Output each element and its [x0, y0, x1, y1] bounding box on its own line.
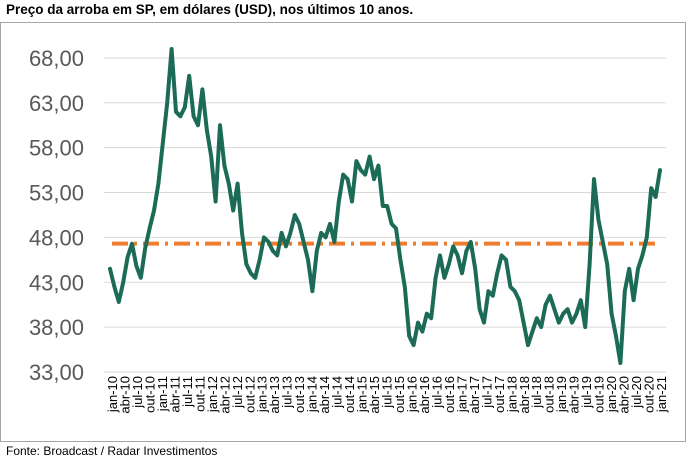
x-tick-label: jan-20: [604, 376, 619, 413]
x-tick-label: out-14: [342, 376, 357, 413]
x-tick-label: jan-15: [355, 376, 370, 413]
x-tick-label: jan-13: [255, 376, 270, 413]
x-tick-label: jul-11: [180, 376, 195, 408]
x-tick-label: abr-15: [367, 376, 382, 414]
x-tick-label: jul-12: [230, 376, 245, 409]
x-tick-label: jan-11: [155, 376, 170, 412]
x-tick-label: jan-17: [454, 376, 469, 413]
x-tick-label: out-15: [392, 376, 407, 413]
y-tick-label: 38,00: [29, 315, 84, 340]
x-tick-label: out-12: [242, 376, 257, 413]
x-tick-label: jan-12: [205, 376, 220, 413]
x-tick-label: abr-18: [517, 376, 532, 414]
x-tick-label: abr-11: [167, 376, 182, 413]
x-tick-label: abr-16: [417, 376, 432, 414]
x-tick-label: jan-16: [404, 376, 419, 413]
x-tick-label: jul-18: [529, 376, 544, 409]
x-tick-label: out-20: [642, 376, 657, 413]
chart-title: Preço da arroba em SP, em dólares (USD),…: [6, 2, 414, 17]
x-tick-label: jan-18: [504, 376, 519, 413]
x-tick-label: abr-19: [567, 376, 582, 414]
x-tick-label: out-17: [492, 376, 507, 413]
x-tick-label: jul-10: [130, 376, 145, 409]
x-tick-label: out-13: [292, 376, 307, 413]
x-tick-label: jul-16: [429, 376, 444, 409]
x-tick-label: out-19: [592, 376, 607, 413]
x-tick-label: abr-12: [217, 376, 232, 414]
x-tick-label: jan-10: [105, 376, 120, 413]
x-tick-label: jul-17: [479, 376, 494, 409]
x-tick-label: abr-17: [467, 376, 482, 414]
x-tick-label: abr-10: [117, 376, 132, 414]
source-note: Fonte: Broadcast / Radar Investimentos: [6, 444, 218, 458]
x-tick-label: jul-15: [380, 376, 395, 409]
x-tick-label: out-18: [542, 376, 557, 413]
chart-frame: [0, 22, 686, 442]
x-tick-label: abr-20: [617, 376, 632, 414]
y-tick-label: 63,00: [29, 91, 84, 116]
x-tick-label: jul-14: [330, 376, 345, 409]
y-tick-label: 68,00: [29, 46, 84, 71]
x-tick-label: jul-19: [579, 376, 594, 409]
x-tick-label: out-11: [192, 376, 207, 412]
y-tick-label: 53,00: [29, 181, 84, 206]
x-tick-label: out-16: [442, 376, 457, 413]
x-tick-label: jul-20: [629, 376, 644, 409]
x-tick-label: abr-13: [267, 376, 282, 414]
x-tick-label: out-10: [142, 376, 157, 413]
x-tick-label: jan-19: [554, 376, 569, 413]
y-tick-label: 48,00: [29, 225, 84, 250]
y-tick-label: 58,00: [29, 136, 84, 161]
x-tick-label: jul-13: [280, 376, 295, 409]
x-tick-label: jan-21: [654, 376, 669, 413]
x-tick-label: abr-14: [317, 376, 332, 414]
price-series-line: [108, 47, 662, 365]
x-tick-label: jan-14: [305, 376, 320, 413]
y-tick-label: 43,00: [29, 270, 84, 295]
y-tick-label: 33,00: [29, 360, 84, 385]
